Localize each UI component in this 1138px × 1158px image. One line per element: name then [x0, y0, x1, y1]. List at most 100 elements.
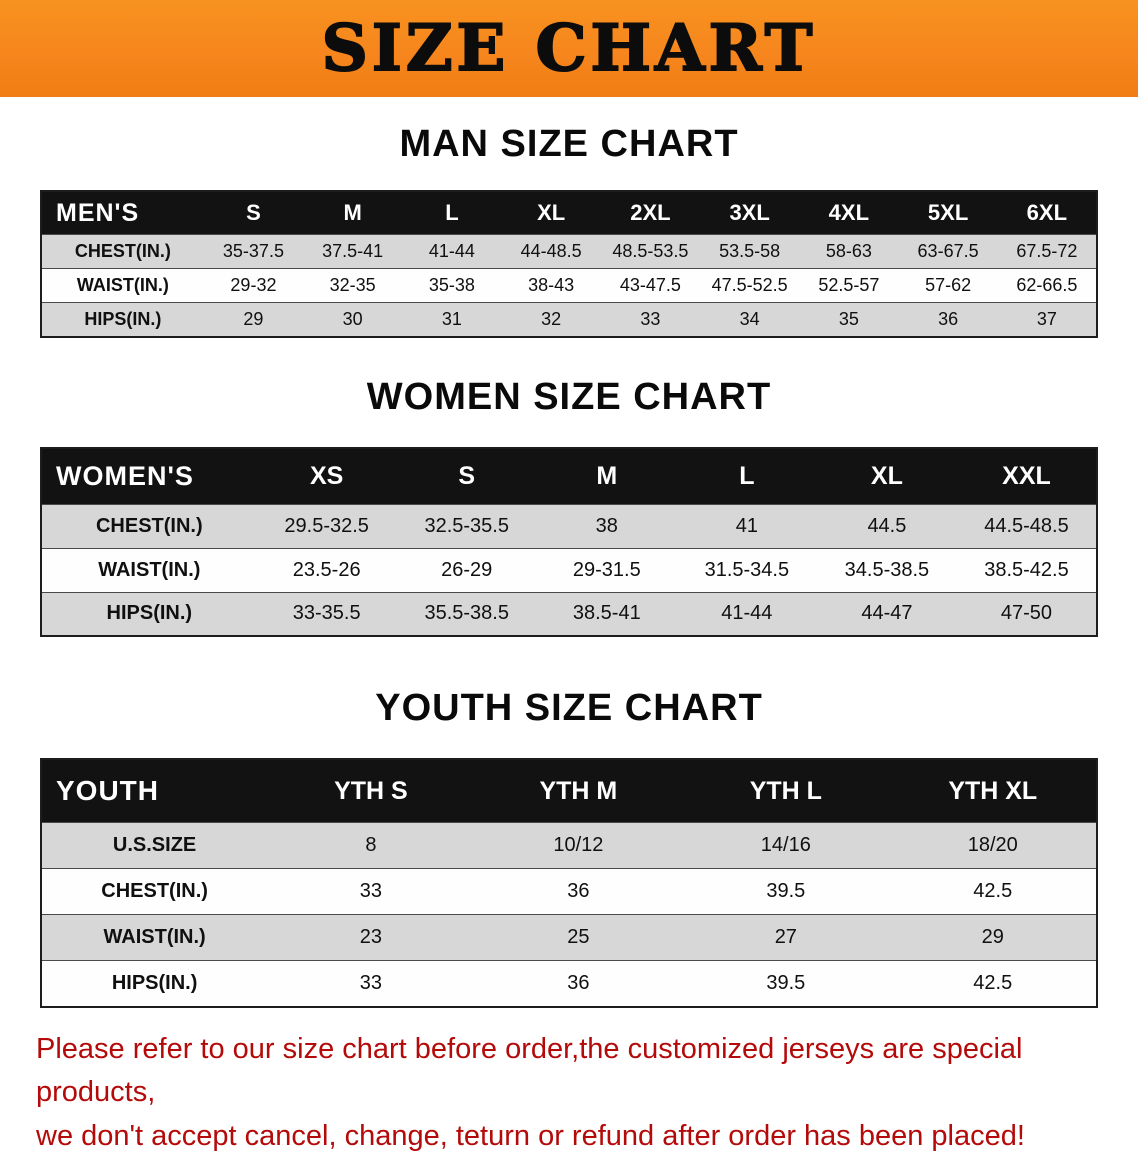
measurement-row-label: HIPS(IN.): [41, 961, 267, 1007]
measurement-cell: 30: [303, 303, 402, 337]
measurement-cell: 35.5-38.5: [397, 592, 537, 636]
measurement-cell: 48.5-53.5: [601, 235, 700, 269]
measurement-cell: 32-35: [303, 269, 402, 303]
measurement-cell: 41: [677, 504, 817, 548]
measurement-cell: 37.5-41: [303, 235, 402, 269]
size-column-header: 3XL: [700, 191, 799, 235]
measurement-cell: 62-66.5: [998, 269, 1097, 303]
size-column-header: XXL: [957, 448, 1097, 505]
measurement-cell: 36: [475, 961, 682, 1007]
measurement-row-label: WAIST(IN.): [41, 548, 257, 592]
measurement-cell: 33: [601, 303, 700, 337]
size-column-header: S: [204, 191, 303, 235]
size-column-header: 5XL: [898, 191, 997, 235]
measurement-cell: 32: [502, 303, 601, 337]
size-column-header: YTH L: [682, 759, 889, 823]
measurement-cell: 23.5-26: [257, 548, 397, 592]
measurement-cell: 38.5-42.5: [957, 548, 1097, 592]
youth-section-heading: YOUTH SIZE CHART: [0, 687, 1138, 730]
size-column-header: 4XL: [799, 191, 898, 235]
measurement-cell: 41-44: [677, 592, 817, 636]
measurement-row-label: WAIST(IN.): [41, 915, 267, 961]
measurement-cell: 8: [267, 823, 474, 869]
table-corner-header: MEN'S: [41, 191, 204, 235]
measurement-cell: 44-47: [817, 592, 957, 636]
measurement-cell: 53.5-58: [700, 235, 799, 269]
table-corner-header: YOUTH: [41, 759, 267, 823]
measurement-cell: 38.5-41: [537, 592, 677, 636]
size-column-header: XL: [502, 191, 601, 235]
measurement-cell: 32.5-35.5: [397, 504, 537, 548]
measurement-cell: 29: [204, 303, 303, 337]
measurement-cell: 36: [475, 869, 682, 915]
measurement-row-label: CHEST(IN.): [41, 869, 267, 915]
measurement-cell: 27: [682, 915, 889, 961]
measurement-cell: 67.5-72: [998, 235, 1097, 269]
measurement-cell: 35: [799, 303, 898, 337]
measurement-cell: 37: [998, 303, 1097, 337]
measurement-cell: 52.5-57: [799, 269, 898, 303]
size-column-header: XS: [257, 448, 397, 505]
measurement-cell: 23: [267, 915, 474, 961]
measurement-cell: 36: [898, 303, 997, 337]
banner-title: SIZE CHART: [322, 11, 817, 86]
measurement-cell: 57-62: [898, 269, 997, 303]
measurement-cell: 44.5-48.5: [957, 504, 1097, 548]
measurement-row-label: WAIST(IN.): [41, 269, 204, 303]
size-column-header: M: [303, 191, 402, 235]
measurement-cell: 42.5: [890, 961, 1097, 1007]
size-column-header: 6XL: [998, 191, 1097, 235]
size-column-header: L: [402, 191, 501, 235]
measurement-cell: 33: [267, 961, 474, 1007]
measurement-cell: 42.5: [890, 869, 1097, 915]
measurement-cell: 14/16: [682, 823, 889, 869]
measurement-cell: 31: [402, 303, 501, 337]
size-column-header: YTH S: [267, 759, 474, 823]
measurement-cell: 38-43: [502, 269, 601, 303]
measurement-cell: 58-63: [799, 235, 898, 269]
size-column-header: 2XL: [601, 191, 700, 235]
measurement-cell: 10/12: [475, 823, 682, 869]
measurement-cell: 39.5: [682, 869, 889, 915]
measurement-cell: 26-29: [397, 548, 537, 592]
order-policy-line-1: Please refer to our size chart before or…: [36, 1028, 1102, 1115]
measurement-row-label: HIPS(IN.): [41, 303, 204, 337]
men-section-heading: MAN SIZE CHART: [0, 123, 1138, 166]
measurement-cell: 29.5-32.5: [257, 504, 397, 548]
measurement-row-label: CHEST(IN.): [41, 504, 257, 548]
measurement-cell: 29-32: [204, 269, 303, 303]
order-policy-line-2: we don't accept cancel, change, teturn o…: [36, 1115, 1102, 1158]
measurement-cell: 44.5: [817, 504, 957, 548]
measurement-cell: 43-47.5: [601, 269, 700, 303]
measurement-cell: 33: [267, 869, 474, 915]
measurement-row-label: CHEST(IN.): [41, 235, 204, 269]
measurement-cell: 29-31.5: [537, 548, 677, 592]
measurement-cell: 34.5-38.5: [817, 548, 957, 592]
measurement-cell: 35-38: [402, 269, 501, 303]
measurement-cell: 38: [537, 504, 677, 548]
measurement-cell: 41-44: [402, 235, 501, 269]
table-corner-header: WOMEN'S: [41, 448, 257, 505]
measurement-cell: 44-48.5: [502, 235, 601, 269]
size-column-header: YTH M: [475, 759, 682, 823]
measurement-cell: 35-37.5: [204, 235, 303, 269]
measurement-cell: 29: [890, 915, 1097, 961]
measurement-row-label: U.S.SIZE: [41, 823, 267, 869]
